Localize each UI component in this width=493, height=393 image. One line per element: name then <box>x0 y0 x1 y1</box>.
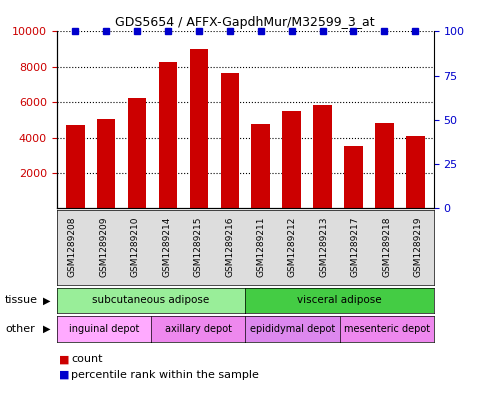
Text: ▶: ▶ <box>43 324 51 334</box>
Text: GSM1289212: GSM1289212 <box>288 216 297 277</box>
Text: ▶: ▶ <box>43 296 51 305</box>
Text: GSM1289211: GSM1289211 <box>256 216 266 277</box>
Text: count: count <box>71 354 103 364</box>
Text: inguinal depot: inguinal depot <box>69 324 139 334</box>
Bar <box>128 98 146 208</box>
Bar <box>406 136 424 208</box>
Text: GSM1289217: GSM1289217 <box>351 216 360 277</box>
Text: other: other <box>5 324 35 334</box>
Text: GSM1289216: GSM1289216 <box>225 216 234 277</box>
Text: GSM1289208: GSM1289208 <box>68 216 77 277</box>
Bar <box>251 124 270 208</box>
Text: ■: ■ <box>59 354 70 364</box>
Bar <box>97 119 115 208</box>
Bar <box>282 111 301 208</box>
Title: GDS5654 / AFFX-GapdhMur/M32599_3_at: GDS5654 / AFFX-GapdhMur/M32599_3_at <box>115 16 375 29</box>
Text: GSM1289213: GSM1289213 <box>319 216 328 277</box>
Text: axillary depot: axillary depot <box>165 324 232 334</box>
Bar <box>220 73 239 208</box>
Text: GSM1289210: GSM1289210 <box>131 216 140 277</box>
Bar <box>190 49 208 208</box>
Text: mesenteric depot: mesenteric depot <box>344 324 430 334</box>
Text: GSM1289218: GSM1289218 <box>382 216 391 277</box>
Bar <box>344 146 363 208</box>
Text: GSM1289214: GSM1289214 <box>162 216 171 277</box>
Text: subcutaneous adipose: subcutaneous adipose <box>92 296 210 305</box>
Text: visceral adipose: visceral adipose <box>297 296 382 305</box>
Bar <box>66 125 84 208</box>
Text: GSM1289219: GSM1289219 <box>414 216 423 277</box>
Bar <box>159 62 177 208</box>
Bar <box>375 123 393 208</box>
Text: GSM1289215: GSM1289215 <box>194 216 203 277</box>
Text: percentile rank within the sample: percentile rank within the sample <box>71 370 259 380</box>
Bar <box>313 105 332 208</box>
Text: tissue: tissue <box>5 296 38 305</box>
Text: epididymal depot: epididymal depot <box>250 324 335 334</box>
Text: ■: ■ <box>59 370 70 380</box>
Text: GSM1289209: GSM1289209 <box>99 216 108 277</box>
